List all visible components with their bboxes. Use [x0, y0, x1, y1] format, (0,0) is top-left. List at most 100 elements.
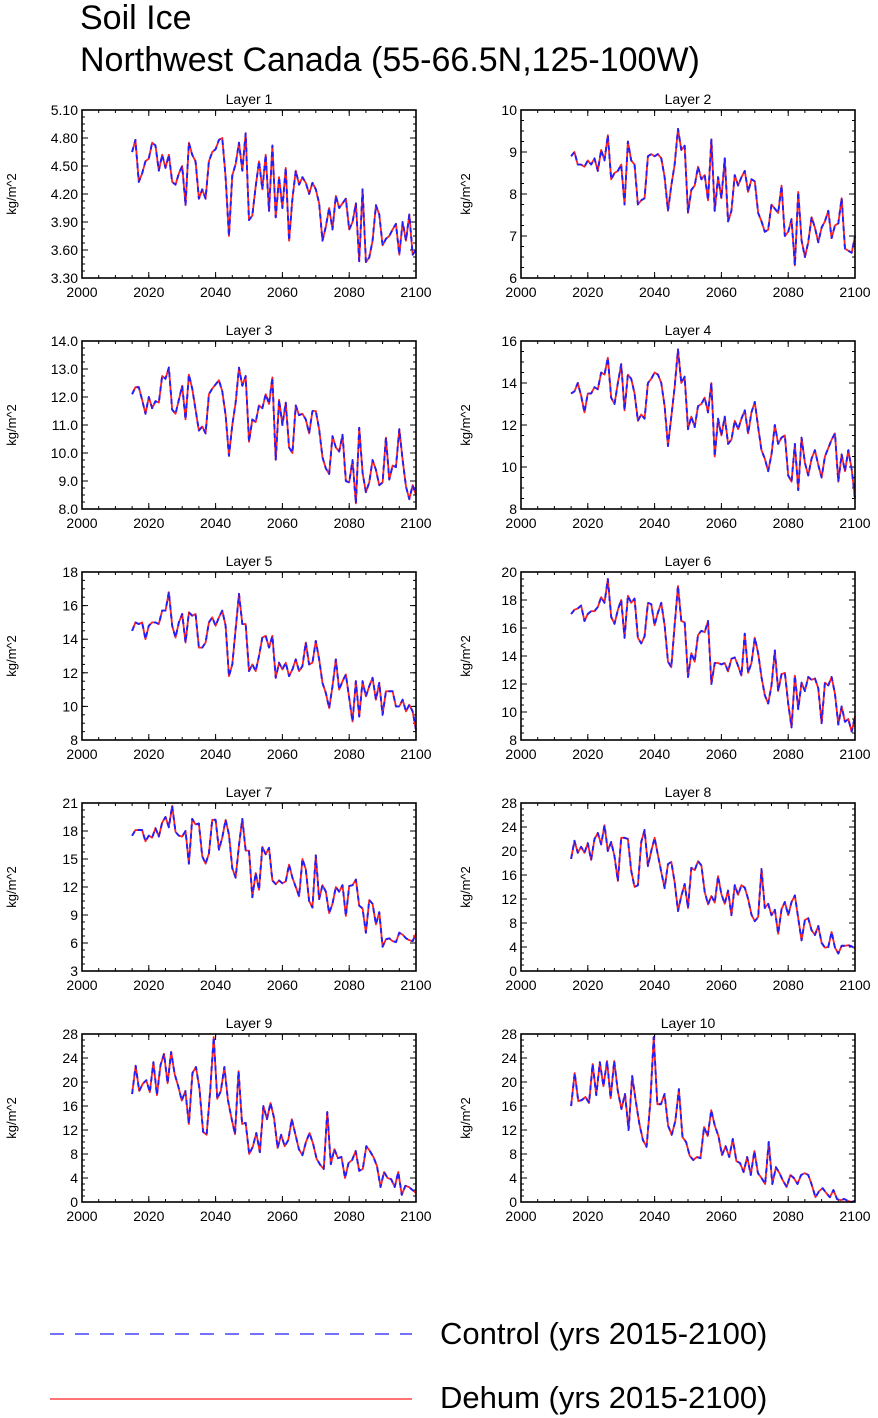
y-tick-label: 16 — [62, 598, 78, 614]
x-tick-label: 2040 — [639, 746, 670, 762]
y-tick-label: 20 — [62, 1074, 78, 1090]
y-tick-label: 13.0 — [51, 361, 78, 377]
series-control-overlay — [570, 348, 856, 499]
plot-frame — [81, 109, 417, 279]
chart-title: Layer 10 — [661, 1015, 716, 1031]
x-tick-label: 2020 — [133, 746, 164, 762]
y-tick-label: 3.30 — [51, 270, 78, 286]
y-tick-label: 28 — [501, 1026, 517, 1042]
x-tick-label: 2080 — [334, 515, 365, 531]
x-tick-label: 2100 — [400, 284, 431, 300]
y-tick-label: 8 — [70, 1146, 78, 1162]
y-tick-label: 21 — [62, 795, 78, 811]
series-dehum-line — [131, 1036, 417, 1196]
chart-layer-1: Layer 1 kg/m^2 2000 2020 2040 2060 2080 2100 3.3… — [4, 91, 432, 300]
y-tick-label: 14 — [501, 648, 517, 664]
x-tick-label: 2100 — [400, 977, 431, 993]
legend-dehum-label: Dehum (yrs 2015-2100) — [440, 1380, 768, 1415]
y-tick-label: 12 — [62, 879, 78, 895]
series-control-overlay — [570, 578, 856, 733]
y-axis-label: kg/m^2 — [458, 1097, 473, 1139]
y-tick-label: 8 — [509, 186, 517, 202]
chart-layer-6: Layer 6 kg/m^2 2000 2020 2040 2060 2080 2100 8 10… — [458, 553, 871, 762]
y-tick-label: 24 — [501, 819, 517, 835]
y-tick-label: 16 — [62, 1098, 78, 1114]
series-control-overlay — [131, 132, 417, 264]
chart-layer-4: Layer 4 kg/m^2 2000 2020 2040 2060 2080 2100 8 10… — [458, 322, 871, 531]
x-tick-label: 2060 — [706, 977, 737, 993]
x-tick-label: 2060 — [267, 1208, 298, 1224]
x-tick-label: 2060 — [267, 977, 298, 993]
y-axis-label: kg/m^2 — [458, 404, 473, 446]
x-tick-label: 2060 — [267, 515, 298, 531]
y-axis-label: kg/m^2 — [4, 1097, 19, 1139]
y-tick-label: 18 — [62, 823, 78, 839]
x-tick-label: 2000 — [66, 1208, 97, 1224]
chart-title: Layer 6 — [665, 553, 712, 569]
x-tick-label: 2040 — [639, 284, 670, 300]
y-tick-label: 8.0 — [59, 501, 79, 517]
y-tick-label: 4.50 — [51, 158, 78, 174]
y-tick-label: 0 — [70, 1194, 78, 1210]
series-control-overlay — [131, 366, 417, 505]
y-axis-label: kg/m^2 — [458, 866, 473, 908]
x-tick-label: 2020 — [133, 515, 164, 531]
y-tick-label: 20 — [501, 843, 517, 859]
x-tick-label: 2040 — [639, 515, 670, 531]
series-control-overlay — [570, 127, 856, 267]
x-tick-label: 2040 — [200, 284, 231, 300]
x-tick-label: 2040 — [200, 1208, 231, 1224]
x-tick-label: 2080 — [334, 284, 365, 300]
y-tick-label: 5.10 — [51, 102, 78, 118]
x-tick-label: 2060 — [267, 284, 298, 300]
y-tick-label: 6 — [509, 270, 517, 286]
y-tick-label: 12 — [501, 1122, 517, 1138]
y-tick-label: 0 — [509, 1194, 517, 1210]
x-tick-label: 2000 — [505, 515, 536, 531]
x-tick-label: 2060 — [706, 746, 737, 762]
y-axis-label: kg/m^2 — [4, 404, 19, 446]
y-tick-label: 24 — [62, 1050, 78, 1066]
y-tick-label: 4.80 — [51, 130, 78, 146]
x-tick-label: 2000 — [505, 284, 536, 300]
x-tick-label: 2040 — [200, 515, 231, 531]
plot-frame — [520, 1033, 856, 1203]
y-tick-label: 10 — [501, 102, 517, 118]
y-tick-label: 3.60 — [51, 242, 78, 258]
x-tick-label: 2100 — [400, 746, 431, 762]
chart-layer-8: Layer 8 kg/m^2 2000 2020 2040 2060 2080 2100 0 4 8… — [458, 784, 871, 993]
y-tick-label: 12.0 — [51, 389, 78, 405]
x-tick-label: 2080 — [773, 977, 804, 993]
y-tick-label: 15 — [62, 851, 78, 867]
x-tick-label: 2000 — [505, 977, 536, 993]
y-tick-label: 8 — [509, 501, 517, 517]
chart-title: Layer 7 — [226, 784, 273, 800]
y-tick-label: 14 — [501, 375, 517, 391]
x-tick-label: 2080 — [334, 977, 365, 993]
y-tick-label: 28 — [501, 795, 517, 811]
x-tick-label: 2000 — [66, 746, 97, 762]
y-tick-label: 4 — [70, 1170, 78, 1186]
x-tick-label: 2020 — [572, 1208, 603, 1224]
chart-title: Layer 1 — [226, 91, 273, 107]
y-tick-label: 20 — [501, 564, 517, 580]
plot-frame — [81, 802, 417, 972]
y-axis-label: kg/m^2 — [4, 173, 19, 215]
x-tick-label: 2000 — [66, 515, 97, 531]
y-tick-label: 10 — [62, 698, 78, 714]
y-tick-label: 9 — [70, 907, 78, 923]
series-control-overlay — [570, 824, 856, 955]
y-tick-label: 8 — [70, 732, 78, 748]
x-tick-label: 2020 — [133, 284, 164, 300]
x-tick-label: 2000 — [66, 284, 97, 300]
x-tick-label: 2020 — [572, 284, 603, 300]
y-tick-label: 10 — [501, 459, 517, 475]
y-tick-label: 4.20 — [51, 186, 78, 202]
x-tick-label: 2000 — [66, 977, 97, 993]
y-tick-label: 4 — [509, 1170, 517, 1186]
x-tick-label: 2100 — [400, 1208, 431, 1224]
x-tick-label: 2080 — [773, 746, 804, 762]
y-tick-label: 7 — [509, 228, 517, 244]
